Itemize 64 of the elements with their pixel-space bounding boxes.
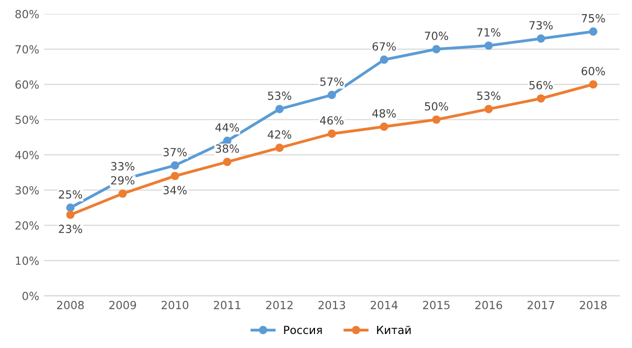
point: [536, 94, 546, 103]
point: [432, 44, 441, 54]
y-tick-label: 0%: [22, 292, 39, 300]
point: [66, 210, 75, 219]
point: [380, 122, 388, 131]
y-tick-label: 70%: [16, 45, 39, 54]
x-tick-label: 2013: [318, 300, 346, 310]
y-tick-label: 40%: [15, 150, 39, 160]
point: [484, 41, 493, 50]
data-label: 42%: [268, 130, 292, 139]
point: [328, 90, 336, 100]
x-tick-label: 2008: [57, 300, 84, 310]
data-label: 60%: [582, 66, 605, 76]
x-tick-label: 2014: [370, 300, 398, 310]
y-tick-label: 20%: [15, 221, 39, 230]
x-tick-label: 2009: [109, 300, 136, 310]
point: [328, 130, 336, 138]
point: [589, 80, 598, 89]
point: [589, 27, 598, 36]
y-tick-label: 50%: [16, 116, 39, 124]
y-tick-label: 60%: [15, 80, 39, 89]
x-tick-label: 2012: [266, 300, 293, 310]
data-label: 57%: [320, 77, 344, 86]
data-label: 38%: [216, 144, 239, 153]
data-label: 46%: [320, 116, 344, 125]
x-tick-label: 2011: [214, 300, 240, 310]
x-tick-label: 2015: [423, 300, 450, 310]
data-label: 56%: [529, 80, 553, 90]
y-tick-label: 30%: [16, 186, 39, 194]
data-label: 50%: [424, 102, 448, 111]
point: [380, 56, 388, 64]
x-tick-label: 2017: [528, 300, 554, 310]
data-label: 34%: [163, 186, 187, 194]
point: [118, 189, 127, 198]
point: [275, 144, 284, 152]
x-tick-label: 2010: [162, 300, 188, 310]
point: [275, 104, 284, 114]
y-tick-label: 10%: [16, 256, 39, 265]
data-label: 29%: [111, 176, 134, 185]
data-label: 53%: [268, 92, 292, 100]
data-label: 44%: [215, 123, 239, 132]
data-label: 53%: [477, 92, 500, 100]
data-label: 75%: [582, 14, 605, 22]
data-label: 73%: [530, 21, 553, 30]
point: [170, 172, 180, 180]
x-tick-label: 2018: [580, 300, 607, 310]
point: [170, 161, 180, 170]
legend-label: Китай: [377, 326, 411, 334]
x-tick-label: 2016: [475, 300, 502, 310]
data-label: 48%: [372, 109, 396, 118]
data-label: 25%: [58, 190, 82, 199]
data-label: 70%: [424, 32, 448, 40]
y-tick-label: 80%: [15, 10, 39, 18]
point: [223, 158, 232, 166]
point: [432, 115, 441, 124]
point: [484, 104, 493, 114]
data-label: 33%: [111, 162, 134, 170]
point: [66, 204, 75, 212]
point: [536, 34, 546, 43]
legend-label: Россия: [284, 326, 322, 334]
data-label: 23%: [58, 224, 82, 234]
data-label: 37%: [163, 148, 187, 156]
data-label: 67%: [372, 42, 396, 51]
data-label: 71%: [477, 28, 500, 37]
